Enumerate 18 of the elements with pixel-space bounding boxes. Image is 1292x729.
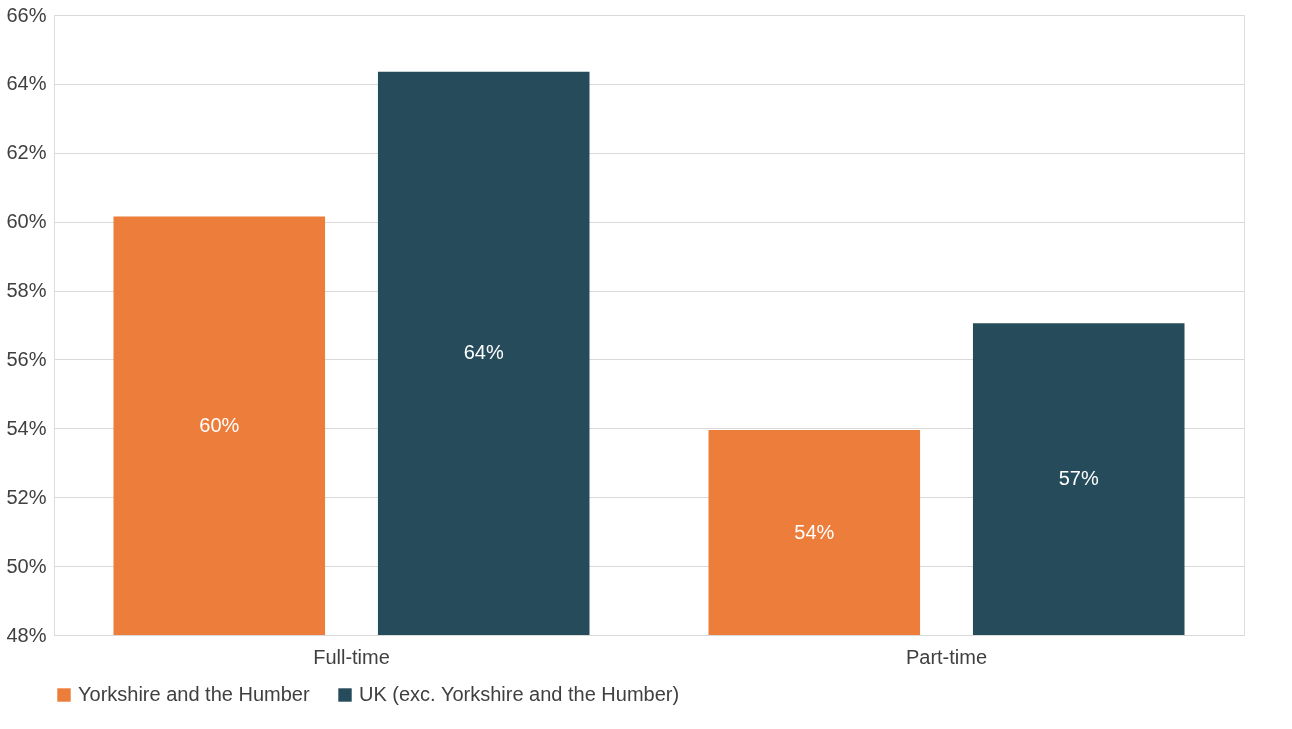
y-tick-label: 56% bbox=[6, 347, 47, 370]
y-tick-label: 52% bbox=[6, 485, 47, 508]
y-tick-label: 48% bbox=[6, 623, 47, 646]
x-tick-label: Full-time bbox=[313, 645, 390, 668]
y-tick-label: 62% bbox=[6, 141, 47, 164]
y-tick-label: 50% bbox=[6, 554, 47, 577]
data-label: 57% bbox=[1058, 467, 1099, 490]
data-label: 64% bbox=[463, 341, 504, 364]
y-tick-label: 54% bbox=[6, 416, 47, 439]
y-tick-label: 66% bbox=[6, 3, 47, 26]
data-label: 60% bbox=[199, 413, 240, 436]
legend-label: UK (exc. Yorkshire and the Humber) bbox=[359, 683, 680, 705]
y-tick-label: 64% bbox=[6, 72, 47, 95]
data-label: 54% bbox=[794, 520, 835, 543]
x-tick-label: Part-time bbox=[905, 645, 988, 668]
legend-label: Yorkshire and the Humber bbox=[78, 683, 310, 705]
y-tick-label: 58% bbox=[6, 279, 47, 302]
y-tick-label: 60% bbox=[6, 210, 47, 233]
